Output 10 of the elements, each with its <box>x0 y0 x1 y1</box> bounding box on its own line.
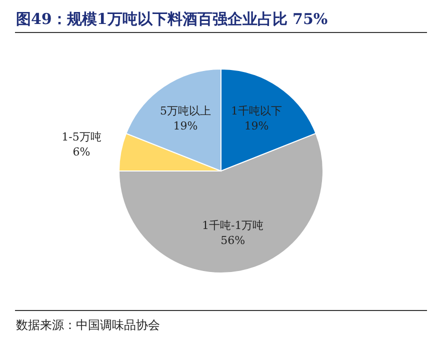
data-label: 56% <box>220 234 246 248</box>
data-label: 19% <box>173 120 198 133</box>
slice-label: 5万吨以上 <box>160 104 211 118</box>
data-label: 19% <box>244 120 269 133</box>
data-label: 6% <box>72 145 90 158</box>
slice-label: 1-5万吨 <box>62 130 102 144</box>
slice-label: 1千吨-1万吨 <box>202 219 264 232</box>
source-note: 数据来源：中国调味品协会 <box>16 318 160 332</box>
chart-title: 图49：规模1万吨以下料酒百强企业占比 75% <box>16 10 328 28</box>
slice-label: 1千吨以下 <box>231 104 282 118</box>
